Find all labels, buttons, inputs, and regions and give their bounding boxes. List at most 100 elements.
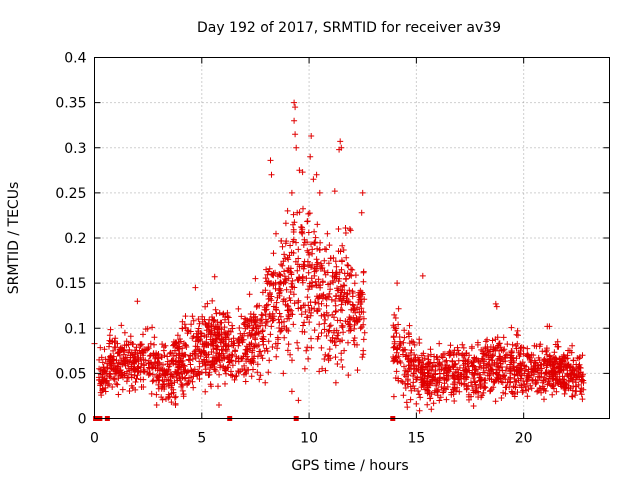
data-point	[242, 367, 248, 374]
data-point	[258, 311, 265, 318]
data-point	[554, 373, 561, 380]
data-point	[296, 275, 303, 282]
data-point	[209, 314, 215, 320]
data-point	[416, 391, 423, 398]
data-point	[114, 364, 121, 370]
data-point	[338, 322, 345, 329]
data-point	[496, 347, 503, 354]
data-point	[343, 254, 350, 261]
data-point	[298, 224, 304, 230]
data-point	[267, 331, 274, 338]
data-point	[121, 358, 128, 365]
data-point	[231, 376, 238, 383]
data-point	[276, 271, 283, 278]
data-point	[529, 377, 536, 384]
data-point	[335, 295, 342, 302]
data-point	[321, 268, 328, 274]
data-point	[318, 312, 325, 319]
data-point	[273, 299, 280, 306]
y-axis-label: SRMTID / TECUs	[6, 182, 22, 295]
data-point	[212, 306, 219, 313]
data-point	[403, 352, 410, 359]
data-point	[482, 384, 489, 391]
data-point	[576, 354, 583, 360]
data-point	[213, 310, 220, 317]
data-point	[510, 383, 517, 390]
data-point	[184, 327, 191, 334]
data-point	[269, 310, 276, 317]
data-point	[181, 321, 188, 328]
data-point	[253, 303, 260, 310]
data-point	[196, 363, 203, 370]
data-point	[280, 298, 287, 305]
data-point	[207, 381, 214, 388]
data-point	[323, 302, 330, 309]
data-point	[360, 278, 367, 285]
data-point	[194, 338, 201, 345]
data-point	[332, 354, 339, 361]
data-point	[281, 268, 287, 275]
data-point	[153, 391, 160, 398]
data-point	[135, 354, 142, 361]
data-point-outlier	[134, 298, 141, 305]
data-point	[494, 363, 501, 369]
data-point	[273, 230, 279, 237]
data-point	[484, 372, 491, 379]
data-point	[206, 369, 213, 376]
data-point	[335, 336, 342, 342]
data-point	[503, 364, 510, 370]
data-point	[438, 353, 445, 359]
data-point	[321, 257, 328, 264]
data-point	[161, 352, 168, 359]
data-point	[299, 273, 306, 280]
data-point	[500, 389, 507, 396]
data-point	[436, 379, 443, 386]
data-point	[132, 386, 139, 393]
data-point	[191, 348, 198, 355]
data-point	[233, 353, 240, 360]
data-point	[304, 218, 311, 225]
data-point	[321, 326, 328, 333]
data-point	[405, 368, 412, 375]
data-point	[318, 300, 325, 307]
data-point	[204, 300, 211, 307]
data-point-outlier	[359, 189, 366, 196]
data-point	[344, 290, 351, 297]
data-point	[464, 369, 471, 376]
data-point	[348, 266, 354, 273]
data-point	[295, 246, 302, 253]
data-point	[317, 265, 324, 272]
data-point-outlier	[280, 370, 287, 377]
data-point	[353, 318, 360, 324]
data-point	[339, 307, 346, 314]
data-point	[284, 347, 291, 354]
data-point	[360, 309, 367, 316]
data-point	[160, 361, 166, 368]
data-point	[304, 247, 311, 254]
data-point	[207, 336, 214, 343]
data-point	[156, 359, 163, 366]
data-point	[148, 390, 155, 397]
data-point	[477, 359, 484, 366]
data-point	[214, 323, 221, 330]
data-point	[349, 288, 356, 295]
data-point	[210, 318, 217, 324]
data-point	[450, 372, 457, 379]
data-point	[478, 394, 485, 401]
data-point	[300, 302, 307, 309]
data-point	[202, 320, 209, 327]
data-point	[392, 325, 399, 332]
data-point	[474, 341, 481, 348]
data-point	[413, 376, 420, 383]
data-point	[256, 302, 263, 309]
data-point	[461, 352, 468, 359]
data-point	[494, 374, 501, 381]
data-point	[316, 368, 323, 375]
data-point	[561, 390, 568, 397]
data-point	[239, 366, 246, 373]
data-point	[512, 378, 519, 385]
data-point	[341, 347, 348, 354]
data-point	[305, 355, 312, 362]
data-point	[115, 349, 122, 356]
